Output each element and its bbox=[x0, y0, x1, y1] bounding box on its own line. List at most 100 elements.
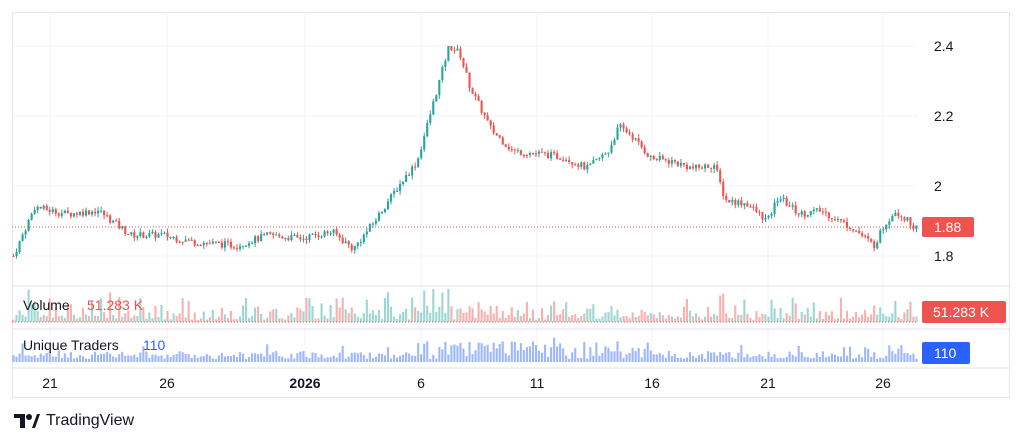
candle-body bbox=[136, 236, 139, 238]
candle-body bbox=[616, 127, 619, 140]
volume-bar bbox=[450, 306, 453, 322]
traders-bar bbox=[175, 353, 178, 362]
traders-bar bbox=[383, 355, 387, 362]
traders-bar bbox=[670, 355, 673, 362]
candle-body bbox=[568, 159, 571, 163]
volume-bar bbox=[30, 304, 33, 322]
candle-body bbox=[335, 229, 338, 235]
candle-body bbox=[646, 153, 649, 157]
traders-bar bbox=[426, 341, 429, 362]
traders-bar bbox=[392, 354, 396, 362]
traders-bar bbox=[483, 345, 486, 362]
volume-bar bbox=[154, 305, 157, 322]
x-tick-label: 16 bbox=[644, 375, 660, 391]
traders-bar bbox=[97, 354, 100, 362]
traders-bar bbox=[755, 356, 758, 362]
traders-bar bbox=[106, 351, 109, 362]
traders-bar bbox=[640, 357, 643, 362]
chart-frame[interactable] bbox=[12, 12, 1010, 398]
candle-body bbox=[694, 164, 698, 169]
volume-bars bbox=[12, 288, 918, 322]
candle-body bbox=[613, 139, 616, 145]
traders-bar bbox=[652, 354, 655, 362]
y-tick-label: 2.4 bbox=[934, 38, 954, 54]
traders-badge bbox=[922, 342, 970, 364]
traders-bar bbox=[501, 341, 504, 362]
traders-bar bbox=[435, 358, 438, 362]
volume-bar bbox=[54, 307, 57, 322]
traders-bar bbox=[48, 351, 51, 362]
volume-bar bbox=[214, 319, 217, 322]
volume-bar bbox=[320, 303, 323, 322]
traders-bar bbox=[302, 351, 305, 362]
volume-bar bbox=[897, 317, 900, 322]
candle-body bbox=[148, 232, 151, 237]
traders-bar bbox=[824, 357, 827, 362]
volume-bar bbox=[63, 317, 66, 322]
traders-bar bbox=[202, 356, 205, 362]
volume-bar bbox=[613, 315, 616, 322]
volume-bar bbox=[601, 316, 604, 322]
traders-bar bbox=[758, 354, 761, 362]
traders-bar bbox=[873, 352, 876, 362]
traders-bar bbox=[248, 356, 251, 362]
price-chart[interactable]: 2.4 2.2 2 1.8 21 26 2026 6 11 16 21 26 1.88 Volume… bbox=[0, 0, 1024, 400]
traders-bar bbox=[565, 355, 568, 362]
traders-bar bbox=[347, 356, 350, 362]
candle-body bbox=[441, 66, 444, 80]
candle-body bbox=[915, 225, 918, 229]
candle-body bbox=[743, 203, 746, 206]
candle-body bbox=[559, 158, 562, 160]
volume-bar bbox=[109, 292, 112, 322]
candle-body bbox=[81, 211, 85, 216]
traders-bar bbox=[275, 350, 278, 362]
candle-body bbox=[601, 154, 604, 158]
traders-bar bbox=[664, 357, 667, 362]
traders-bar bbox=[655, 354, 658, 362]
volume-bar bbox=[909, 301, 912, 322]
volume-bar bbox=[66, 305, 69, 322]
traders-bar bbox=[522, 350, 525, 362]
volume-bar bbox=[537, 318, 541, 322]
candle-body bbox=[359, 242, 362, 244]
volume-bar bbox=[93, 315, 97, 322]
candle-body bbox=[296, 234, 299, 238]
candle-body bbox=[812, 209, 815, 212]
candle-body bbox=[806, 215, 809, 217]
candle-body bbox=[160, 233, 163, 235]
candle-body bbox=[565, 159, 568, 161]
candle-body bbox=[725, 195, 728, 200]
traders-bar bbox=[631, 347, 634, 362]
traders-bar bbox=[707, 351, 710, 362]
y-tick-label: 2.2 bbox=[934, 108, 954, 124]
traders-bar bbox=[226, 355, 229, 362]
volume-bar bbox=[619, 317, 622, 322]
x-tick-label: 21 bbox=[42, 375, 58, 391]
candle-body bbox=[269, 232, 272, 234]
volume-bar bbox=[900, 319, 903, 322]
candle-body bbox=[679, 162, 682, 166]
volume-bar bbox=[202, 311, 205, 322]
volume-bar bbox=[879, 307, 882, 322]
candle-body bbox=[779, 199, 782, 202]
volume-bar bbox=[888, 316, 891, 322]
traders-bar bbox=[519, 343, 522, 362]
candle-body bbox=[598, 157, 601, 159]
candle-body bbox=[118, 220, 121, 229]
volume-bar bbox=[685, 299, 689, 322]
traders-bar bbox=[172, 355, 175, 362]
candle-body bbox=[326, 231, 329, 234]
candle-body bbox=[879, 230, 882, 243]
traders-bar bbox=[408, 353, 411, 362]
volume-bar bbox=[329, 304, 332, 322]
traders-title: Unique Traders bbox=[23, 337, 119, 353]
candle-body bbox=[797, 213, 800, 215]
volume-bar bbox=[196, 319, 199, 322]
candle-body bbox=[386, 201, 390, 210]
candle-body bbox=[495, 133, 498, 136]
candle-body bbox=[625, 128, 628, 133]
candle-body bbox=[764, 217, 767, 220]
volume-bar bbox=[616, 309, 619, 322]
tradingview-logo[interactable]: TradingView bbox=[14, 412, 134, 430]
volume-bar bbox=[299, 308, 302, 322]
